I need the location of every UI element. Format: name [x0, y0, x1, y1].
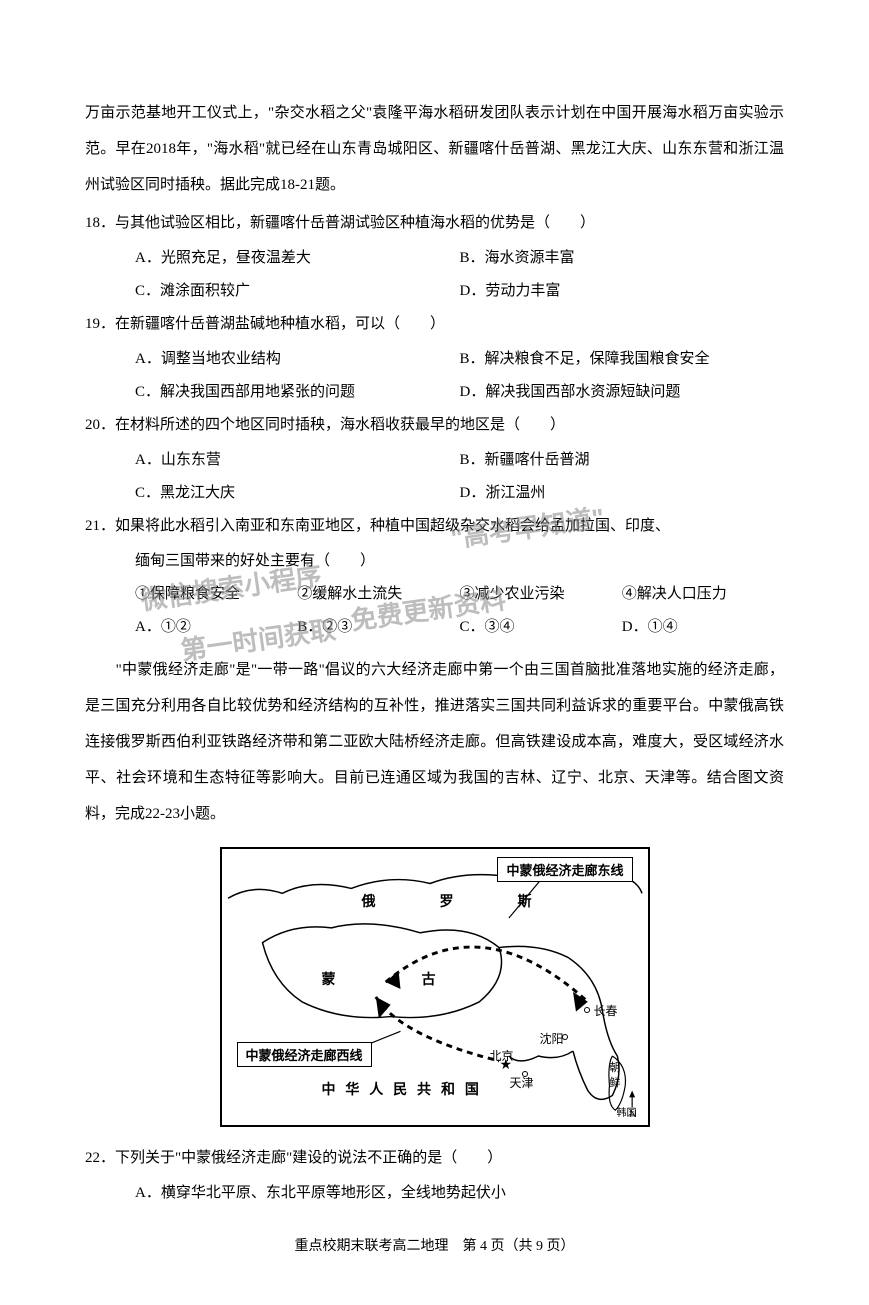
map-mongolia-left: 蒙: [322, 969, 336, 989]
north-label: N: [630, 1109, 637, 1120]
map-label-east: 中蒙俄经济走廊东线: [497, 857, 632, 882]
question-text: 下列关于"中蒙俄经济走廊"建设的说法不正确的是（ ）: [115, 1150, 502, 1166]
option-b: B．新疆喀什岳普湖: [460, 444, 785, 477]
option-c: C．滩涂面积较广: [135, 275, 460, 308]
question-20: 20．在材料所述的四个地区同时插秧，海水稻收获最早的地区是（ ）: [85, 409, 784, 442]
options-row: C．解决我国西部用地紧张的问题 D．解决我国西部水资源短缺问题: [85, 376, 784, 409]
question-num: 20．: [85, 409, 115, 442]
map-label-west: 中蒙俄经济走廊西线: [237, 1042, 372, 1067]
page-footer: 重点校期末联考高二地理 第 4 页（共 9 页）: [85, 1235, 784, 1255]
sub-item: ①保障粮食安全: [135, 578, 297, 611]
sub-item: ③减少农业污染: [460, 578, 622, 611]
question-text: 与其他试验区相比，新疆喀什岳普湖试验区种植海水稻的优势是（ ）: [115, 215, 595, 231]
options-row: A．光照充足，昼夜温差大 B．海水资源丰富: [85, 242, 784, 275]
option-b: B．解决粮食不足，保障我国粮食安全: [460, 343, 785, 376]
question-text: 在新疆喀什岳普湖盐碱地种植水稻，可以（ ）: [115, 316, 445, 332]
option-d: D．劳动力丰富: [460, 275, 785, 308]
map-mongolia-right: 古: [422, 969, 436, 989]
intro-paragraph: 万亩示范基地开工仪式上，"杂交水稻之父"袁隆平海水稻研发团队表示计划在中国开展海…: [85, 95, 784, 203]
exam-page: "高考早知道" 微信搜索小程序 免费更新资料 第一时间获取 万亩示范基地开工仪式…: [0, 0, 869, 1305]
options-row: C．滩涂面积较广 D．劳动力丰富: [85, 275, 784, 308]
sub-item: ④解决人口压力: [622, 578, 784, 611]
option-c: C．③④: [460, 611, 622, 644]
question-text: 如果将此水稻引入南亚和东南亚地区，种植中国超级杂交水稻会给孟加拉国、印度、: [115, 518, 670, 534]
city-dot: [584, 1007, 590, 1013]
option-c: C．解决我国西部用地紧张的问题: [135, 376, 460, 409]
option-a: A．①②: [135, 611, 297, 644]
option-a: A．光照充足，昼夜温差大: [135, 242, 460, 275]
options-row: C．黑龙江大庆 D．浙江温州: [85, 477, 784, 510]
question-21: 21．如果将此水稻引入南亚和东南亚地区，种植中国超级杂交水稻会给孟加拉国、印度、: [85, 510, 784, 543]
options-row: A．调整当地农业结构 B．解决粮食不足，保障我国粮食安全: [85, 343, 784, 376]
city-chaoxian: 鲜: [610, 1074, 621, 1090]
options-row: A．山东东营 B．新疆喀什岳普湖: [85, 444, 784, 477]
option-b: B．②③: [297, 611, 459, 644]
city-tianjin: 天津: [510, 1074, 534, 1091]
city-beijing: 北京: [490, 1047, 514, 1064]
question-22: 22．下列关于"中蒙俄经济走廊"建设的说法不正确的是（ ）: [85, 1142, 784, 1175]
question-19: 19．在新疆喀什岳普湖盐碱地种植水稻，可以（ ）: [85, 308, 784, 341]
option-a: A．横穿华北平原、东北平原等地形区，全线地势起伏小: [85, 1177, 784, 1210]
option-a: A．山东东营: [135, 444, 460, 477]
map-figure: 中蒙俄经济走廊东线 中蒙俄经济走廊西线 俄 罗 斯 蒙 古 中 华 人 民 共 …: [220, 847, 650, 1127]
option-d: D．解决我国西部水资源短缺问题: [460, 376, 785, 409]
option-d: D．①④: [622, 611, 784, 644]
question-num: 21．: [85, 510, 115, 543]
option-c: C．黑龙江大庆: [135, 477, 460, 510]
option-a: A．调整当地农业结构: [135, 343, 460, 376]
question-num: 19．: [85, 308, 115, 341]
question-num: 18．: [85, 207, 115, 240]
map-russia-label: 俄 罗 斯: [362, 891, 544, 911]
option-b: B．海水资源丰富: [460, 242, 785, 275]
question-text: 在材料所述的四个地区同时插秧，海水稻收获最早的地区是（ ）: [115, 417, 565, 433]
map-container: 中蒙俄经济走廊东线 中蒙俄经济走廊西线 俄 罗 斯 蒙 古 中 华 人 民 共 …: [85, 847, 784, 1127]
sub-items: ①保障粮食安全 ②缓解水土流失 ③减少农业污染 ④解决人口压力: [85, 578, 784, 611]
city-chaoxian: 朝: [610, 1059, 621, 1075]
option-d: D．浙江温州: [460, 477, 785, 510]
city-changchun: 长春: [594, 1002, 618, 1019]
question-num: 22．: [85, 1142, 115, 1175]
question-18: 18．与其他试验区相比，新疆喀什岳普湖试验区种植海水稻的优势是（ ）: [85, 207, 784, 240]
passage-2: "中蒙俄经济走廊"是"一带一路"倡议的六大经济走廊中第一个由三国首脑批准落地实施…: [85, 652, 784, 832]
map-china-label: 中 华 人 民 共 和 国: [322, 1079, 482, 1099]
options-row: A．①② B．②③ C．③④ D．①④: [85, 611, 784, 644]
city-shenyang: 沈阳: [540, 1030, 564, 1047]
sub-item: ②缓解水土流失: [297, 578, 459, 611]
question-text-cont: 缅甸三国带来的好处主要有（ ）: [85, 545, 784, 578]
